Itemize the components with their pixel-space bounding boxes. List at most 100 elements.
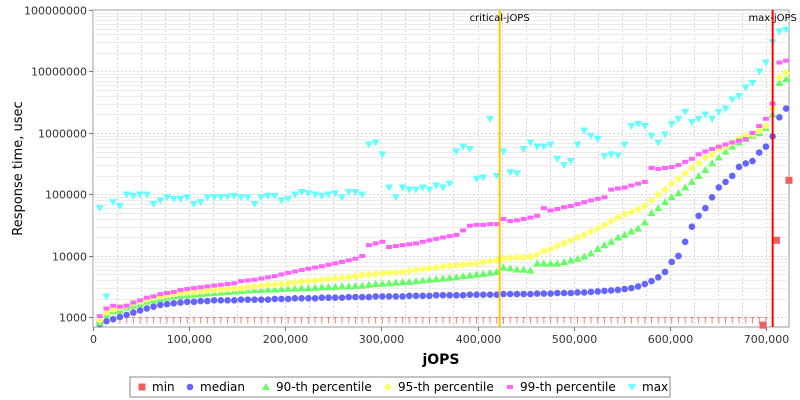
data-point xyxy=(587,288,595,296)
data-point xyxy=(453,291,460,299)
data-point xyxy=(527,290,534,298)
data-point xyxy=(708,159,717,167)
data-point xyxy=(398,278,407,286)
data-point xyxy=(493,222,500,227)
data-point xyxy=(364,141,373,149)
data-point xyxy=(110,303,117,308)
data-point xyxy=(231,281,238,286)
data-point xyxy=(344,188,353,196)
data-point xyxy=(526,266,535,274)
data-point xyxy=(621,285,628,293)
data-point xyxy=(285,270,292,275)
data-point xyxy=(465,145,474,153)
data-point xyxy=(560,162,569,170)
data-point xyxy=(560,239,569,248)
data-point xyxy=(378,151,387,159)
data-point xyxy=(681,169,690,178)
data-point xyxy=(385,184,394,192)
data-point xyxy=(761,59,770,67)
data-point xyxy=(675,163,682,168)
legend-item: max xyxy=(628,380,668,394)
data-point xyxy=(500,216,507,221)
data-point xyxy=(546,141,555,149)
data-point xyxy=(620,141,629,149)
data-point xyxy=(520,290,527,298)
data-point xyxy=(640,122,649,130)
data-point xyxy=(250,282,259,291)
data-point xyxy=(325,294,332,301)
data-point xyxy=(600,153,609,161)
data-point xyxy=(512,265,521,273)
data-point xyxy=(499,148,508,156)
data-point xyxy=(203,286,212,295)
data-point xyxy=(405,186,414,194)
data-point xyxy=(412,292,420,300)
data-point xyxy=(694,171,703,179)
data-point xyxy=(189,201,198,209)
data-point xyxy=(95,205,104,213)
data-point xyxy=(143,295,150,300)
data-point xyxy=(674,115,683,123)
data-point xyxy=(547,290,554,297)
data-point xyxy=(453,232,460,237)
x-tick-label: 600,000 xyxy=(648,333,694,346)
data-point xyxy=(641,280,649,288)
data-point xyxy=(500,290,507,298)
data-point xyxy=(358,281,367,289)
data-point xyxy=(660,185,669,194)
data-point xyxy=(675,252,682,260)
data-point xyxy=(244,278,251,283)
data-point xyxy=(601,287,608,295)
data-point xyxy=(634,283,642,290)
data-point xyxy=(761,121,770,130)
data-point xyxy=(506,290,514,298)
data-point xyxy=(782,75,791,83)
data-point xyxy=(297,277,306,286)
data-point xyxy=(190,298,198,306)
data-point xyxy=(452,273,461,281)
data-point xyxy=(667,179,676,188)
data-point xyxy=(539,143,548,151)
data-point xyxy=(648,165,655,170)
data-point xyxy=(715,184,723,191)
data-point xyxy=(533,290,541,297)
data-point xyxy=(197,285,204,290)
data-point xyxy=(142,191,151,199)
data-point xyxy=(593,224,602,233)
data-point xyxy=(688,223,696,230)
data-point xyxy=(553,155,562,163)
data-point xyxy=(459,272,468,280)
data-point xyxy=(527,215,534,220)
data-point xyxy=(271,274,278,279)
data-point xyxy=(386,244,393,249)
data-point xyxy=(567,289,575,297)
data-point xyxy=(533,143,542,151)
data-point xyxy=(701,153,710,162)
data-point xyxy=(473,222,480,227)
data-point xyxy=(694,115,703,123)
data-point xyxy=(513,218,520,223)
data-point xyxy=(702,149,709,154)
data-point xyxy=(216,285,225,294)
data-point xyxy=(749,130,756,135)
data-point xyxy=(445,180,454,188)
data-point xyxy=(324,275,333,284)
data-point xyxy=(554,207,561,212)
y-tick-label: 100000 xyxy=(45,189,87,202)
data-point xyxy=(251,296,258,303)
legend-box xyxy=(129,376,671,398)
data-point xyxy=(264,296,272,303)
data-point xyxy=(344,282,353,290)
data-point xyxy=(580,252,589,260)
data-point xyxy=(566,158,575,166)
data-point xyxy=(506,169,515,177)
data-point xyxy=(426,292,433,300)
data-point xyxy=(446,291,453,299)
data-point xyxy=(701,111,710,119)
data-point xyxy=(695,152,702,157)
data-point xyxy=(499,254,508,263)
data-point xyxy=(385,268,394,277)
data-point xyxy=(776,60,783,65)
data-point xyxy=(130,309,137,316)
data-point xyxy=(721,105,730,113)
